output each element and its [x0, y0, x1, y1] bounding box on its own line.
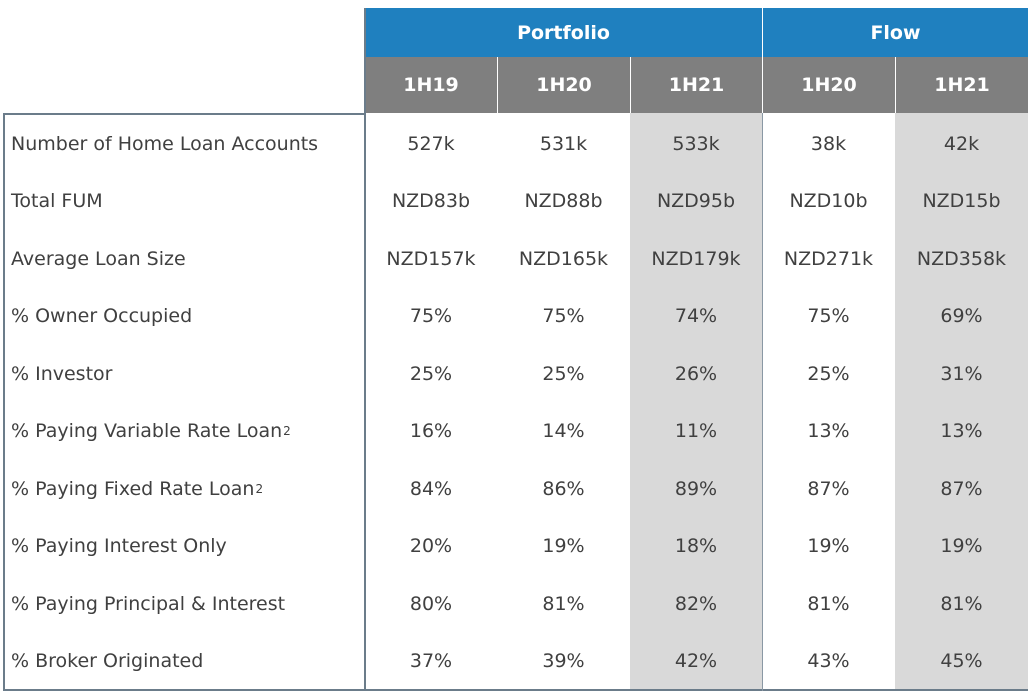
row-label: % Paying Fixed Rate Loan 2 — [3, 460, 365, 518]
column-header: 1H21 — [896, 57, 1028, 113]
cell: 13% — [807, 420, 850, 443]
cell: 80% — [409, 592, 453, 615]
row-label-text: Number of Home Loan Accounts — [11, 132, 319, 155]
cell: 19% — [807, 535, 850, 558]
column-header: 1H19 — [365, 57, 497, 113]
cell: NZD271k — [783, 247, 874, 270]
row-label: % Paying Interest Only — [3, 518, 365, 576]
cell: 20% — [409, 535, 453, 558]
row-label-text: % Owner Occupied — [11, 305, 193, 328]
footnote-marker: 2 — [283, 424, 291, 439]
row-label-text: Total FUM — [11, 190, 103, 213]
cell: 25% — [807, 362, 850, 385]
cell: 25% — [542, 362, 585, 385]
cell: NZD88b — [524, 190, 603, 213]
cell: 75% — [807, 305, 850, 328]
cell: 25% — [409, 362, 453, 385]
row-label: Number of Home Loan Accounts — [3, 115, 365, 173]
cell: 13% — [940, 420, 983, 443]
row-label-text: % Investor — [11, 362, 113, 385]
cell: 19% — [542, 535, 585, 558]
cell: 42% — [674, 650, 718, 673]
cell: 18% — [674, 535, 718, 558]
cell: NZD157k — [386, 247, 476, 270]
cell: 81% — [807, 592, 850, 615]
cell: 31% — [940, 362, 983, 385]
cell: 81% — [542, 592, 585, 615]
cell: 87% — [940, 477, 983, 500]
cell: 39% — [542, 650, 585, 673]
cell: NZD95b — [656, 190, 736, 213]
cell: 75% — [409, 305, 453, 328]
cell: 89% — [674, 477, 718, 500]
row-label-text: % Paying Interest Only — [11, 535, 227, 558]
row-label: % Owner Occupied — [3, 288, 365, 346]
row-label-text: Average Loan Size — [11, 247, 186, 270]
cell: 19% — [940, 535, 983, 558]
column-header: 1H20 — [498, 57, 630, 113]
cell: 531k — [539, 132, 588, 155]
cell: 38k — [810, 132, 847, 155]
row-label-text: % Paying Fixed Rate Loan — [11, 477, 255, 500]
cell: 527k — [407, 132, 455, 155]
column-header: 1H20 — [763, 57, 895, 113]
column-header: 1H21 — [631, 57, 762, 113]
cell: NZD179k — [651, 247, 741, 270]
cell: 75% — [542, 305, 585, 328]
row-label: % Broker Originated — [3, 633, 365, 691]
cell: 37% — [409, 650, 453, 673]
cell: 42k — [943, 132, 980, 155]
column-shade — [895, 113, 1028, 690]
row-label-text: % Paying Principal & Interest — [11, 592, 286, 615]
row-label: Total FUM — [3, 173, 365, 231]
cell: NZD165k — [518, 247, 609, 270]
row-label: Average Loan Size — [3, 230, 365, 288]
cell: NZD83b — [391, 190, 471, 213]
row-label-text: % Broker Originated — [11, 650, 204, 673]
group-header: Portfolio — [365, 8, 762, 57]
row-label: % Paying Principal & Interest — [3, 575, 365, 633]
cell: NZD358k — [916, 247, 1007, 270]
cell: 14% — [542, 420, 585, 443]
cell: 16% — [409, 420, 453, 443]
footnote-marker: 2 — [255, 481, 264, 496]
row-label: % Investor — [3, 345, 365, 403]
column-shade — [630, 113, 762, 690]
cell: NZD10b — [789, 190, 868, 213]
cell: 82% — [674, 592, 718, 615]
cell: 84% — [409, 477, 453, 500]
cell: 87% — [807, 477, 850, 500]
border — [3, 689, 1028, 691]
cell: 81% — [940, 592, 983, 615]
cell: 11% — [674, 420, 718, 443]
cell: 45% — [940, 650, 983, 673]
cell: 533k — [672, 132, 720, 155]
border — [762, 113, 763, 691]
row-label: % Paying Variable Rate Loan 2 — [3, 403, 365, 461]
border — [3, 113, 365, 115]
row-label-text: % Paying Variable Rate Loan — [11, 420, 283, 443]
cell: 74% — [674, 305, 718, 328]
cell: 69% — [940, 305, 983, 328]
border — [364, 8, 366, 691]
cell: 86% — [542, 477, 585, 500]
border — [3, 113, 5, 691]
cell: 26% — [674, 362, 718, 385]
cell: NZD15b — [922, 190, 1001, 213]
cell: 43% — [807, 650, 850, 673]
group-header: Flow — [763, 8, 1028, 57]
